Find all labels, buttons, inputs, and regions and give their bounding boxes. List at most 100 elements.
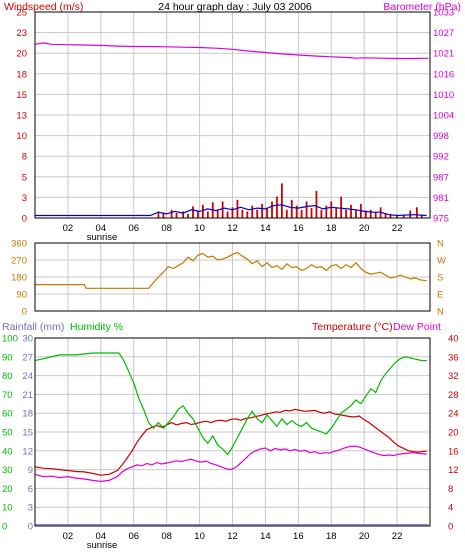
y-tick-label: 8 xyxy=(448,484,453,495)
y-tick-label: 12 xyxy=(22,446,33,457)
wind-bar xyxy=(226,211,229,218)
y-tick-label: 180 xyxy=(11,273,27,284)
y-tick-label: 10 xyxy=(16,131,27,142)
x-tick-label: 04 xyxy=(96,531,107,542)
wind-bar xyxy=(402,215,405,218)
x-tick-label: 06 xyxy=(128,531,139,542)
y-tick-label: 1033 xyxy=(433,8,454,19)
y-tick-label: 3 xyxy=(28,503,33,514)
wind-bar xyxy=(325,205,328,218)
x-tick-label: 02 xyxy=(63,531,74,542)
y-tick-label: E xyxy=(437,290,443,301)
y-tick-label: 0 xyxy=(448,522,453,533)
x-tick-label: 10 xyxy=(194,531,205,542)
rain-x-tick-labels: 02 04 06 08 10 12 14 16 18 20 22 xyxy=(63,531,403,542)
y-tick-label: 1010 xyxy=(433,90,454,101)
y-tick-label: 975 xyxy=(433,214,449,225)
wind-bar xyxy=(162,213,165,218)
y-tick-label: 90 xyxy=(2,352,13,363)
dew-point-series-line xyxy=(34,445,427,483)
wind-bar xyxy=(320,209,323,218)
wind-bar xyxy=(389,213,392,218)
wind-bar xyxy=(175,213,178,218)
wind-bar xyxy=(310,208,313,218)
wind-bar xyxy=(170,209,173,218)
y-tick-label: 20 xyxy=(16,49,27,60)
x-tick-label: 12 xyxy=(227,223,238,234)
y-tick-label: 1021 xyxy=(433,49,454,60)
barometer-series-line xyxy=(34,42,429,60)
wind-bar xyxy=(251,205,254,218)
x-tick-label: 02 xyxy=(63,223,74,234)
humidity-axis-label: Humidity % xyxy=(70,321,123,333)
y-tick-label: N xyxy=(437,307,444,318)
windspeed-tick-labels: 25 23 20 18 15 13 10 8 5 3 0 xyxy=(16,8,27,225)
barometer-axis-label: Barometer (hPa) xyxy=(383,1,461,13)
y-tick-label: 270 xyxy=(11,256,27,267)
y-tick-label: 0 xyxy=(28,522,33,533)
y-tick-label: 23 xyxy=(16,28,27,39)
y-tick-label: 30 xyxy=(22,334,33,345)
y-tick-label: 24 xyxy=(448,409,459,420)
y-tick-label: W xyxy=(437,256,446,267)
wind-bar xyxy=(266,208,268,218)
y-tick-label: 1027 xyxy=(433,28,454,39)
y-tick-label: 18 xyxy=(16,69,27,80)
y-tick-label: 32 xyxy=(448,371,459,382)
wind-bar xyxy=(246,211,249,218)
x-tick-label: 06 xyxy=(128,223,139,234)
wind-bar xyxy=(369,209,372,218)
wind-bar xyxy=(236,199,239,218)
rain-humidity-temperature-frame xyxy=(34,337,431,527)
y-tick-label: 10 xyxy=(2,503,13,514)
y-tick-label: 50 xyxy=(2,428,13,439)
x-tick-label: 20 xyxy=(359,531,370,542)
y-tick-label: 1016 xyxy=(433,69,454,80)
wind-bar xyxy=(364,210,367,218)
wind-barometer-frame xyxy=(34,11,431,219)
wind-bar xyxy=(396,214,398,218)
y-tick-label: 360 xyxy=(11,239,27,250)
wind-bar xyxy=(285,209,288,218)
y-tick-label: 40 xyxy=(448,334,459,345)
x-tick-label: 04 xyxy=(96,223,107,234)
wind-bar xyxy=(197,210,199,218)
wind-bar xyxy=(206,211,209,218)
x-tick-label: 18 xyxy=(326,531,337,542)
graph-title: 24 hour graph day : July 03 2006 xyxy=(158,1,312,13)
wind-bar xyxy=(276,196,278,218)
wind-bar xyxy=(300,209,303,218)
y-tick-label: 80 xyxy=(2,371,13,382)
x-tick-label: 22 xyxy=(392,531,403,542)
rainfall-axis-label: Rainfall (mm) xyxy=(2,321,64,333)
y-tick-label: 0 xyxy=(2,522,7,533)
wind-bar xyxy=(384,213,387,218)
wind-bar xyxy=(340,196,343,218)
x-tick-label: 16 xyxy=(293,223,304,234)
y-tick-label: 20 xyxy=(2,484,13,495)
y-tick-label: 4 xyxy=(448,503,453,514)
y-tick-label: 25 xyxy=(16,8,27,19)
wind-direction-frame xyxy=(34,242,431,312)
wind-bar xyxy=(420,214,423,218)
gust-series-line xyxy=(35,204,427,217)
x-tick-label: 20 xyxy=(359,223,370,234)
y-tick-label: S xyxy=(437,273,443,284)
wind-bar xyxy=(182,211,185,218)
y-tick-label: 981 xyxy=(433,193,449,204)
x-tick-label: 22 xyxy=(392,223,403,234)
y-tick-label: 90 xyxy=(16,290,27,301)
wind-bar xyxy=(315,190,318,218)
x-tick-label: 10 xyxy=(194,223,205,234)
y-tick-label: 27 xyxy=(22,352,33,363)
wind-bar xyxy=(415,207,418,218)
temperature-axis-label: Temperature (°C) xyxy=(312,321,393,333)
y-tick-label: 40 xyxy=(2,446,13,457)
wind-bar xyxy=(350,204,352,218)
wind-bar xyxy=(157,211,160,218)
